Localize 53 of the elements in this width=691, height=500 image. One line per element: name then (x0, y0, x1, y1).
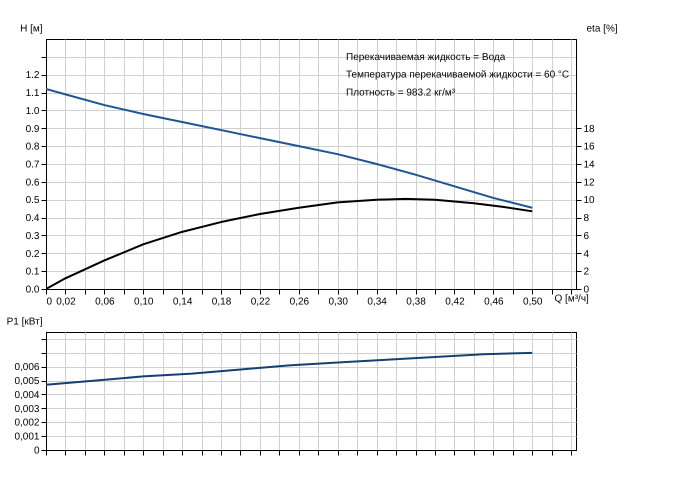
annotation: Плотность = 983.2 кг/м³ (346, 88, 456, 99)
y-tick-label: 0.8 (26, 142, 40, 153)
y-tick-label: 1.2 (26, 70, 40, 82)
x-tick-label: 0,30 (328, 296, 348, 308)
y-tick-label: 0,002 (14, 418, 40, 429)
y-tick-label: 0.5 (26, 195, 40, 206)
y-axis-title: H [м] (20, 24, 43, 34)
y-tick-label: 0.3 (26, 230, 40, 242)
annotation: Перекачиваемая жидкость = Вода (346, 52, 506, 63)
x-tick-label: 0,06 (95, 296, 116, 308)
y2-tick-label: 0 (584, 284, 590, 296)
y2-tick-label: 4 (584, 248, 590, 260)
y-tick-label: 0.4 (26, 213, 40, 224)
x-tick-label: 0,18 (212, 296, 232, 308)
annotation: Температура перекачиваемой жидкости = 60 °C (346, 70, 570, 81)
y-tick-label: 0.2 (26, 248, 40, 260)
y2-tick-label: 6 (584, 230, 590, 242)
x-tick-label: 0,14 (172, 296, 193, 308)
y-tick-label: 0,003 (14, 404, 40, 415)
y2-tick-label: 8 (584, 213, 590, 224)
x-tick-label: 0,38 (406, 296, 426, 308)
x-tick-label: 0,46 (484, 296, 504, 308)
y-tick-label: 0.9 (26, 124, 40, 135)
y-axis-title: P1 [кВт] (6, 316, 43, 328)
line-series (46, 352, 534, 386)
x-tick-label: 0,10 (134, 296, 154, 308)
y-tick-label: 0,001 (14, 432, 40, 443)
x-axis-title: Q [м³/ч] (554, 294, 590, 304)
line-series (46, 88, 534, 209)
x-tick-label: 0,26 (290, 296, 310, 308)
x-tick-label: 0,22 (250, 296, 271, 308)
y-tick-label: 0.6 (26, 177, 40, 188)
y2-axis-title: eta [%] (586, 24, 618, 34)
y-tick-label: 0.1 (26, 266, 40, 278)
y-tick-label: 0.0 (26, 284, 40, 296)
y-tick-label: 0.7 (26, 160, 40, 170)
y2-tick-label: 2 (584, 266, 590, 278)
y2-tick-label: 16 (584, 142, 596, 153)
y2-tick-label: 18 (584, 124, 596, 135)
y2-tick-label: 14 (584, 160, 596, 170)
x-tick-label: 0,02 (56, 296, 76, 308)
x-tick-label: 0 (46, 296, 52, 308)
y-tick-label: 0 (34, 446, 40, 456)
y2-tick-label: 10 (584, 195, 596, 206)
x-tick-label: 0,34 (367, 296, 388, 308)
y-tick-label: 0,005 (14, 376, 40, 388)
y-tick-label: 0,004 (14, 390, 40, 401)
y-tick-label: 1.1 (26, 88, 40, 100)
y-tick-label: 0,006 (14, 362, 40, 374)
x-tick-label: 0,42 (445, 296, 466, 308)
y-tick-label: 1.0 (26, 106, 40, 117)
x-tick-label: 0,50 (523, 296, 543, 308)
y2-tick-label: 12 (584, 177, 596, 188)
